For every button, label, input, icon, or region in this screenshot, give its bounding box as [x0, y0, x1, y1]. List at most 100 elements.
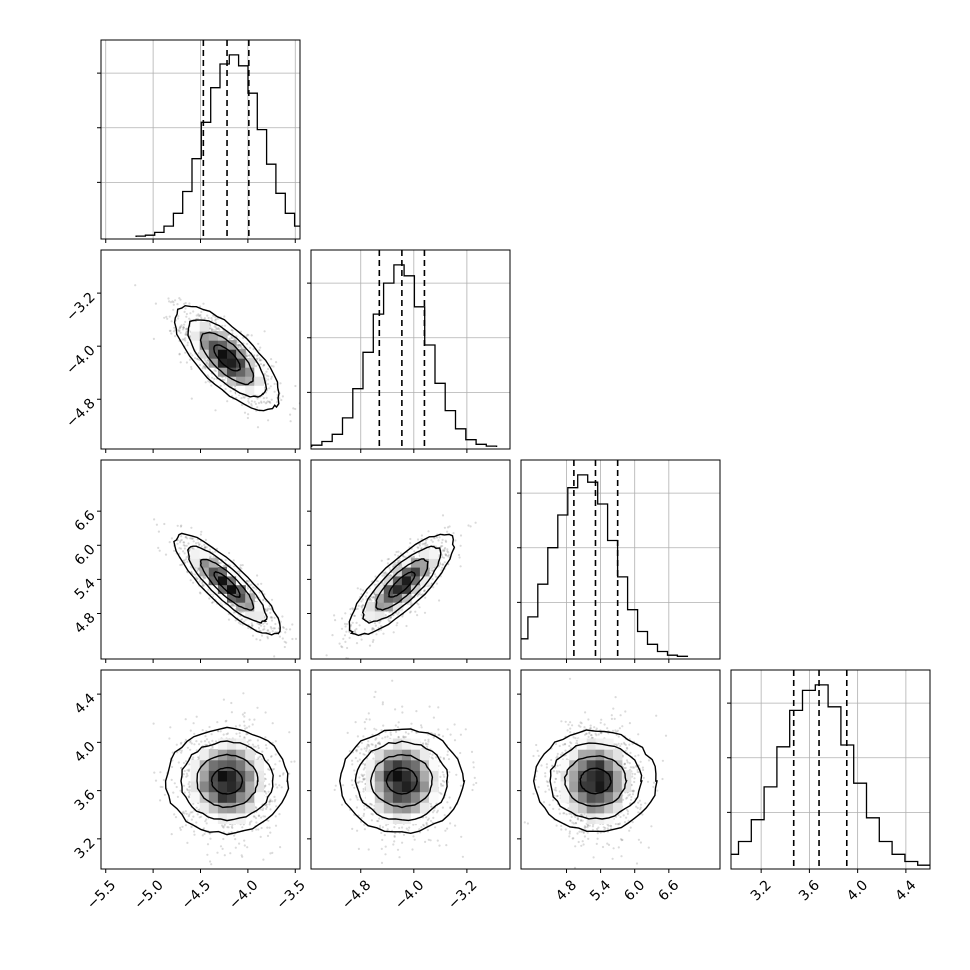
density-cell	[245, 376, 255, 386]
sample-point	[259, 755, 262, 758]
sample-point	[182, 326, 185, 329]
sample-point	[420, 538, 423, 541]
sample-point	[184, 333, 187, 336]
sample-point	[430, 805, 433, 808]
sample-point	[192, 547, 195, 550]
sample-point	[205, 822, 208, 825]
density-cell	[236, 385, 246, 395]
sample-point	[436, 536, 439, 539]
sample-point	[179, 325, 182, 328]
sample-point	[234, 725, 237, 728]
sample-point	[554, 786, 557, 790]
sample-point	[267, 768, 270, 771]
sample-point	[195, 740, 198, 743]
sample-point	[579, 819, 583, 822]
sample-point	[238, 343, 241, 346]
sample-point	[372, 628, 375, 631]
sample-point	[431, 567, 434, 570]
sample-point	[556, 752, 559, 756]
sample-point	[596, 832, 599, 835]
sample-point	[631, 821, 634, 824]
contour-0.5-sigma	[213, 570, 242, 598]
sample-point	[424, 539, 428, 542]
sample-point	[207, 380, 210, 383]
density-cell	[410, 759, 421, 771]
sample-point	[184, 301, 187, 305]
density-cell	[392, 812, 403, 824]
sample-point	[403, 555, 406, 559]
sample-point	[437, 706, 440, 709]
sample-point	[442, 549, 445, 552]
sample-point	[239, 345, 242, 348]
density-cell	[374, 802, 385, 814]
sample-point	[157, 546, 160, 550]
sample-point	[192, 815, 195, 818]
sample-point	[431, 757, 434, 760]
sample-point	[289, 628, 292, 631]
sample-point	[230, 337, 233, 340]
sample-point	[371, 627, 374, 630]
sample-point	[184, 339, 187, 342]
sample-point	[621, 838, 624, 842]
density-cell	[374, 584, 385, 594]
density-cell	[199, 331, 210, 341]
sample-point	[353, 614, 356, 618]
sample-point	[637, 754, 640, 757]
sample-point	[446, 526, 450, 529]
sample-point	[393, 834, 396, 838]
sample-point	[625, 746, 629, 749]
sample-point	[357, 604, 360, 608]
sample-point	[395, 624, 398, 627]
density-cell	[595, 781, 605, 793]
sample-point	[568, 677, 572, 680]
sample-point	[258, 623, 261, 626]
sample-point	[413, 550, 416, 553]
sample-point	[245, 579, 248, 583]
sample-point	[377, 742, 380, 745]
density-cell	[586, 802, 597, 814]
sample-point	[267, 419, 270, 422]
sample-point	[370, 743, 373, 746]
sample-point	[247, 739, 251, 742]
sample-point	[441, 549, 444, 552]
density-cell	[578, 802, 588, 814]
sample-point	[353, 769, 356, 772]
sample-point	[272, 627, 275, 630]
sample-point	[255, 828, 258, 831]
y-tick-label: 3.6	[72, 787, 99, 814]
sample-point	[373, 622, 376, 625]
sample-point	[574, 845, 577, 848]
sample-point	[355, 642, 359, 645]
density-cell	[392, 759, 403, 771]
sample-point	[191, 354, 194, 357]
sample-point	[424, 739, 427, 742]
panel-3-2	[523, 677, 668, 869]
sample-point	[381, 826, 384, 829]
density-cell	[365, 791, 376, 803]
sample-point	[182, 544, 185, 547]
density-cell	[569, 759, 579, 771]
sample-point	[425, 822, 428, 826]
density-cell	[595, 802, 605, 814]
sample-point	[267, 819, 270, 822]
sample-point	[159, 785, 162, 789]
sample-point	[355, 796, 358, 799]
sample-point	[266, 607, 269, 610]
sample-point	[432, 716, 435, 719]
sample-point	[402, 735, 405, 738]
sample-point	[265, 792, 268, 795]
sample-point	[362, 812, 366, 816]
sample-point	[270, 616, 274, 619]
sample-point	[626, 810, 630, 813]
sample-point	[238, 732, 241, 735]
sample-point	[433, 809, 436, 812]
sample-point	[389, 733, 393, 736]
sample-point	[169, 726, 172, 729]
sample-point	[263, 773, 266, 776]
sample-point	[436, 839, 439, 842]
density-cell	[419, 759, 430, 771]
sample-point	[469, 525, 472, 528]
sample-point	[225, 719, 228, 722]
sample-point	[581, 819, 584, 822]
density-cell	[190, 759, 201, 771]
